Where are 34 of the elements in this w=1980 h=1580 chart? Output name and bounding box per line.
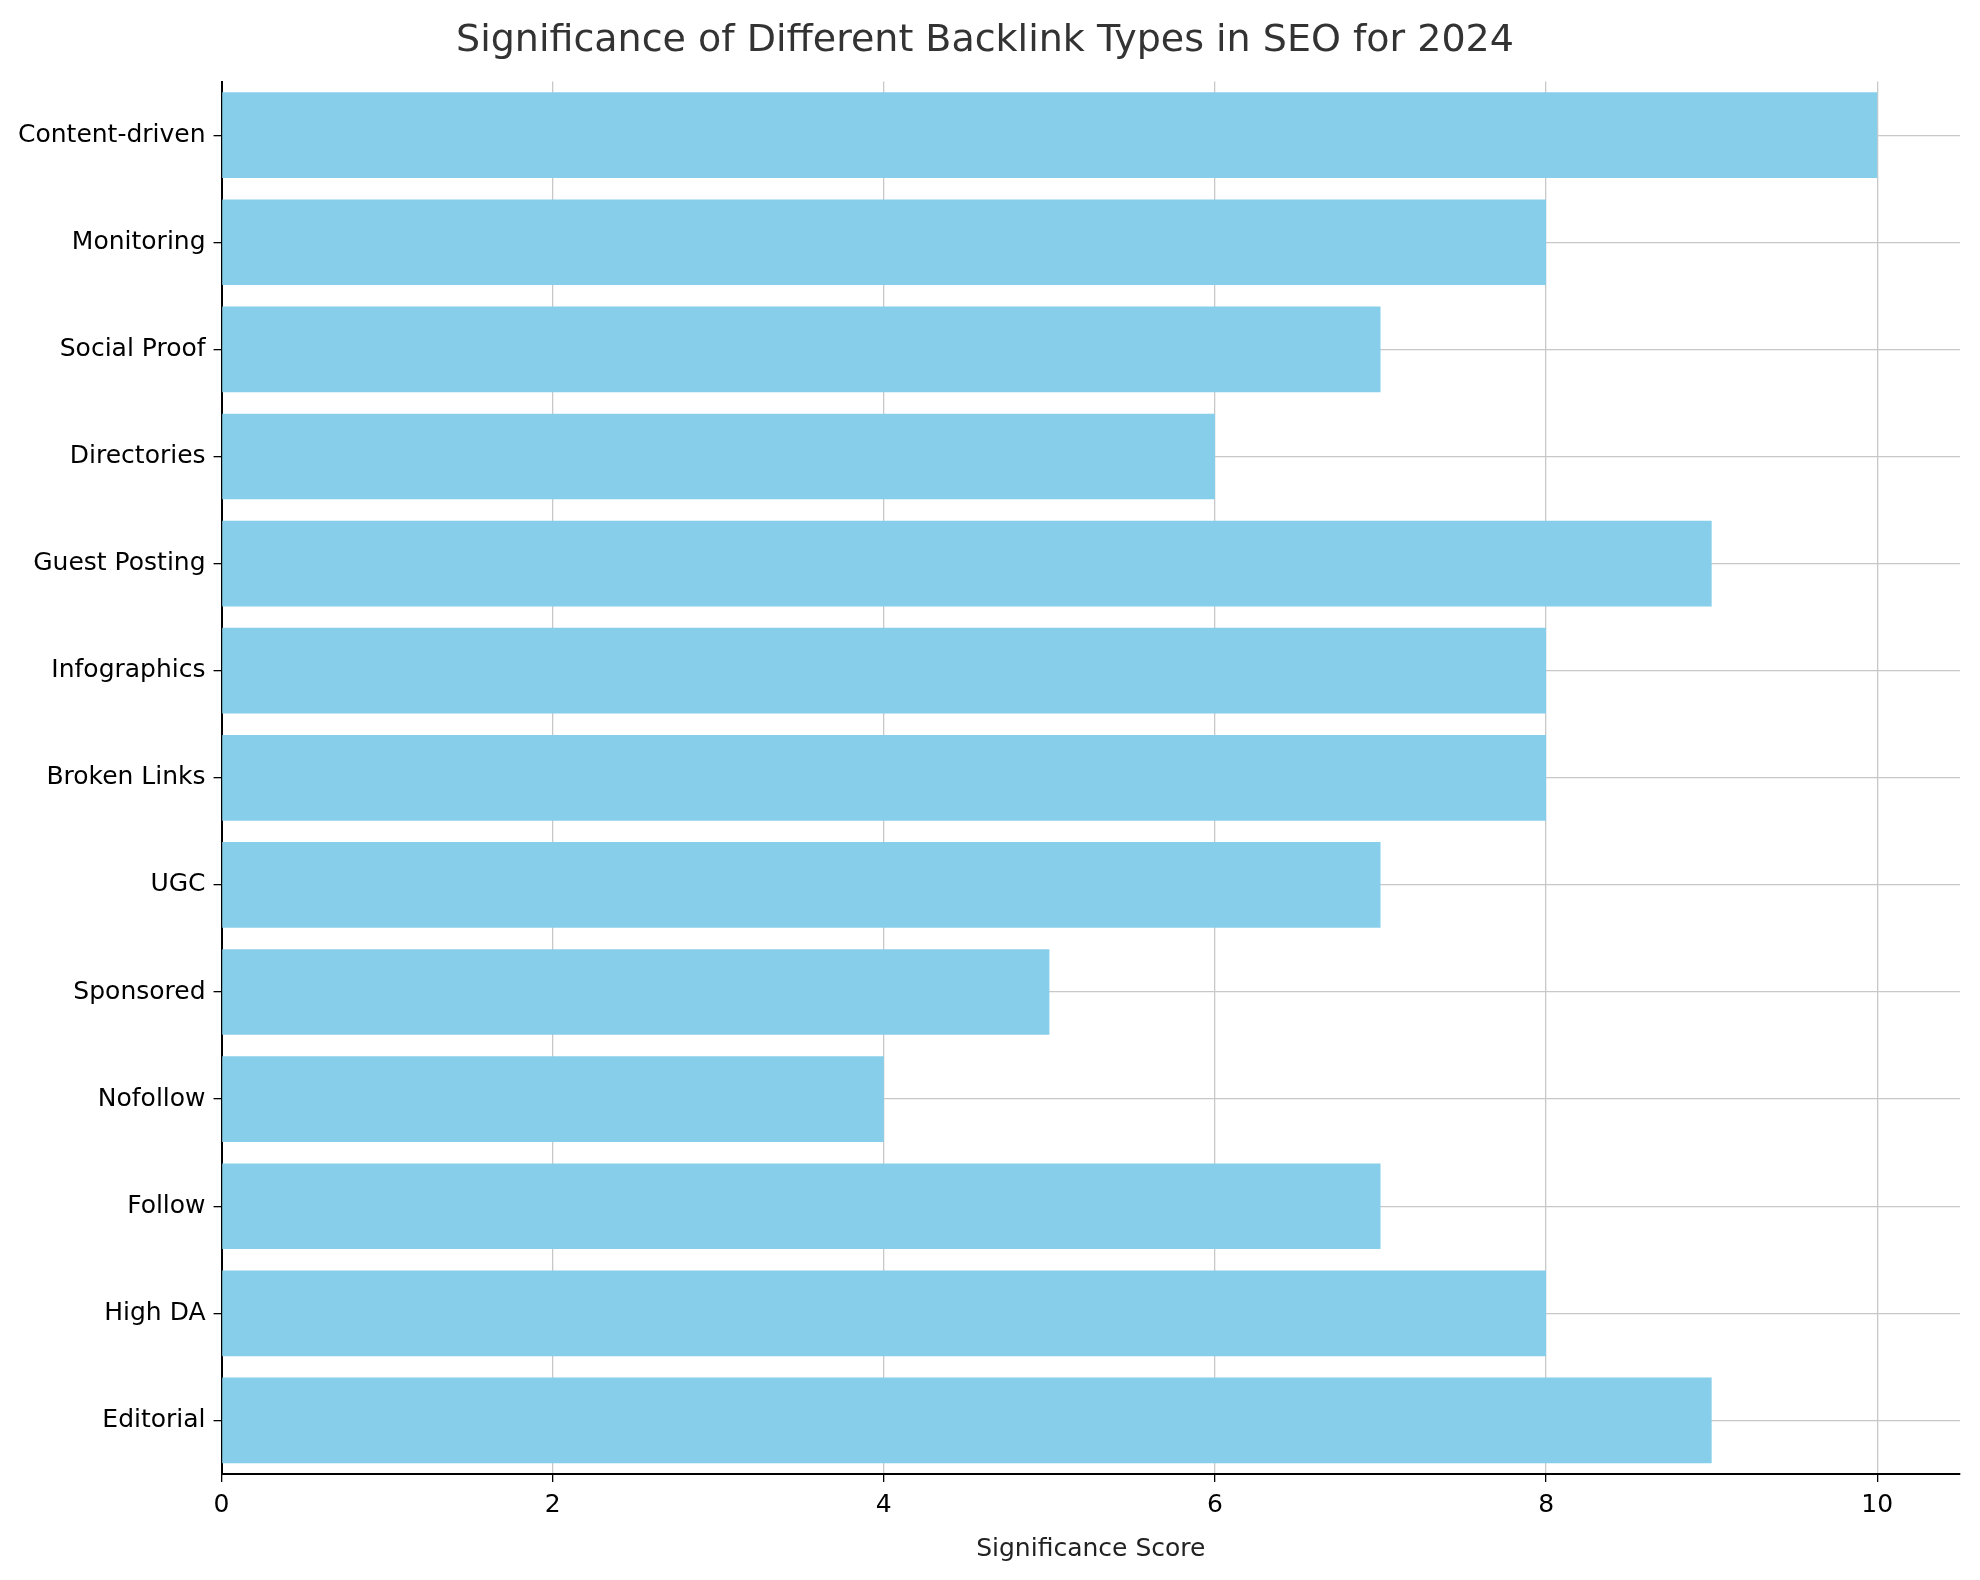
bar bbox=[222, 1163, 1381, 1250]
x-tick-label: 0 bbox=[213, 1488, 230, 1518]
x-axis-title: Significance Score bbox=[976, 1532, 1206, 1562]
bar bbox=[222, 306, 1381, 393]
y-tick-label: UGC bbox=[150, 868, 206, 898]
y-tick-label: Content-driven bbox=[18, 118, 206, 148]
bar bbox=[222, 1056, 884, 1142]
bar bbox=[222, 1270, 1547, 1357]
y-tick-label: Nofollow bbox=[97, 1082, 206, 1112]
x-tick-label: 8 bbox=[1538, 1488, 1555, 1518]
bar bbox=[222, 734, 1547, 821]
y-tick-label: Sponsored bbox=[73, 975, 206, 1005]
y-tick-label: Guest Posting bbox=[33, 547, 206, 577]
bar bbox=[222, 92, 1878, 178]
y-tick-label: Infographics bbox=[51, 654, 206, 684]
bar bbox=[222, 520, 1712, 607]
bar bbox=[222, 413, 1215, 500]
bar bbox=[222, 949, 1050, 1035]
x-tick-label: 2 bbox=[544, 1488, 561, 1518]
y-tick-label: Follow bbox=[127, 1189, 206, 1219]
y-tick-label: Social Proof bbox=[59, 332, 207, 362]
x-tick-label: 4 bbox=[875, 1488, 892, 1518]
y-tick-label: Directories bbox=[69, 439, 206, 469]
y-tick-label: Broken Links bbox=[46, 761, 206, 791]
chart-title: Significance of Different Backlink Types in SEO for 2024 bbox=[456, 15, 1514, 60]
y-tick-label: Editorial bbox=[102, 1403, 206, 1433]
y-tick-label: Monitoring bbox=[71, 225, 206, 255]
bar bbox=[222, 627, 1547, 714]
bar bbox=[222, 199, 1547, 286]
bar bbox=[222, 1377, 1712, 1464]
y-tick-label: High DA bbox=[104, 1296, 206, 1326]
x-tick-label: 10 bbox=[1861, 1488, 1894, 1518]
x-tick-label: 6 bbox=[1207, 1488, 1223, 1518]
bar bbox=[222, 842, 1381, 928]
